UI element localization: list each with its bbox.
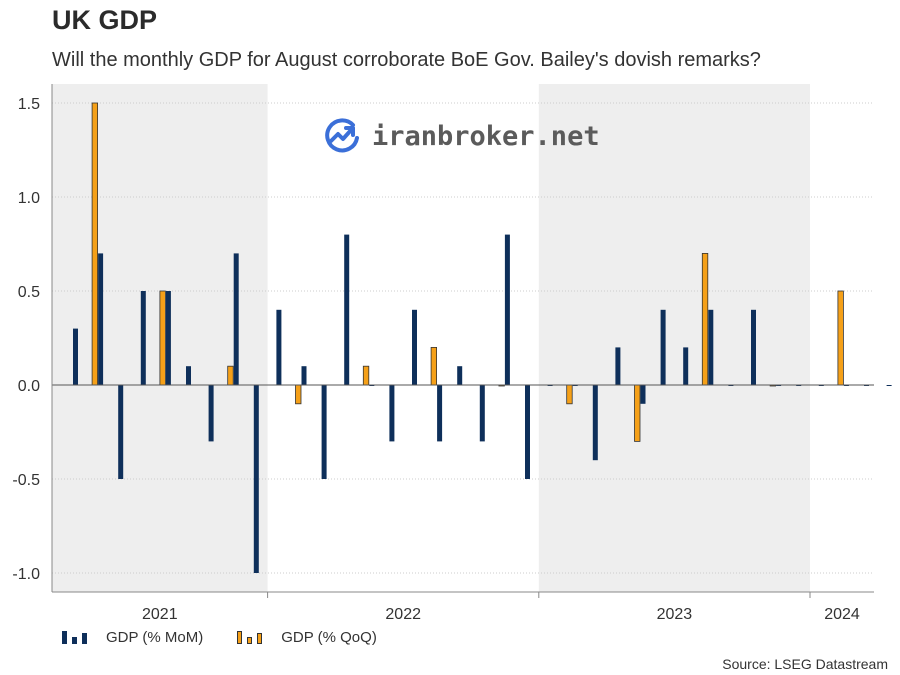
legend-item-mom: GDP (% MoM) — [62, 629, 203, 646]
bar-qoq — [837, 290, 844, 386]
x-tick-label: 2023 — [657, 606, 693, 623]
x-tick-label: 2024 — [824, 606, 860, 623]
watermark: iranbroker.net — [322, 116, 600, 156]
bar-mom — [437, 385, 443, 442]
bar-mom — [208, 385, 214, 442]
y-tick-label: -1.0 — [12, 566, 40, 583]
bar-qoq — [362, 365, 370, 386]
bar-mom — [165, 291, 171, 385]
chart-title: UK GDP — [52, 5, 158, 35]
bar-mom — [140, 291, 146, 385]
bar-mom — [276, 309, 282, 385]
year-band-2023 — [538, 84, 810, 592]
bar-mom — [886, 385, 892, 386]
growth-chart-icon — [325, 118, 359, 153]
bar-qoq — [227, 365, 234, 386]
legend-swatch-qoq — [237, 631, 267, 644]
bar-qoq — [91, 102, 98, 386]
x-tick-label: 2021 — [142, 606, 178, 623]
bar-mom — [504, 234, 510, 385]
legend-swatch-mom — [62, 631, 92, 644]
bar-mom — [321, 385, 327, 479]
bar-mom — [186, 366, 191, 385]
legend-item-qoq: GDP (% QoQ) — [237, 629, 377, 646]
bar-mom — [683, 347, 689, 385]
source-note: Source: LSEG Datastream — [722, 656, 888, 672]
bar-mom — [457, 366, 463, 385]
y-tick-label: 0.0 — [18, 378, 40, 395]
bar-qoq — [430, 346, 438, 386]
bar-mom — [412, 309, 417, 385]
bar-mom — [389, 385, 395, 442]
bar-qoq — [295, 384, 302, 405]
bar-mom — [751, 309, 756, 385]
bar-mom — [253, 385, 259, 573]
bar-mom — [525, 385, 530, 479]
y-tick-label: 1.5 — [18, 96, 40, 113]
bar-mom — [708, 309, 714, 385]
bar-mom — [118, 385, 124, 479]
bar-qoq — [566, 384, 573, 405]
y-tick-label: 1.0 — [18, 190, 40, 207]
bar-mom — [233, 253, 239, 385]
bar-mom — [592, 385, 598, 461]
bar-qoq — [159, 290, 166, 386]
bar-qoq — [701, 252, 709, 386]
legend-label-mom: GDP (% MoM) — [106, 629, 204, 646]
bar-mom — [615, 347, 621, 385]
bar-mom — [73, 328, 78, 385]
bar-mom — [479, 385, 485, 442]
y-tick-label: 0.5 — [18, 284, 40, 301]
chart-subtitle: Will the monthly GDP for August corrobor… — [52, 49, 761, 71]
watermark-text: iranbroker.net — [372, 120, 600, 152]
bar-qoq — [634, 384, 641, 442]
y-tick-label: -0.5 — [12, 472, 40, 489]
bar-mom — [301, 366, 307, 385]
bar-mom — [660, 309, 666, 385]
bar-mom — [98, 253, 104, 385]
bar-mom — [344, 234, 350, 385]
legend-label-qoq: GDP (% QoQ) — [281, 629, 377, 646]
chart-legend: GDP (% MoM) GDP (% QoQ) — [62, 629, 411, 646]
x-tick-label: 2022 — [385, 606, 421, 623]
bar-mom — [640, 385, 646, 404]
